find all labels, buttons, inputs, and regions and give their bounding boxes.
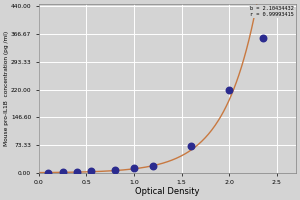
- Point: [89, 170, 94, 173]
- Point: [46, 171, 51, 174]
- Point: [151, 164, 155, 168]
- Y-axis label: Mouse pro-IL1B  concentration (pg /ml): Mouse pro-IL1B concentration (pg /ml): [4, 31, 9, 146]
- Point: [227, 88, 232, 91]
- Point: [132, 166, 136, 169]
- Point: [260, 37, 265, 40]
- Point: [60, 171, 65, 174]
- Point: [112, 168, 117, 171]
- Text: b = 2.10434432
r = 0.99993415: b = 2.10434432 r = 0.99993415: [250, 6, 293, 17]
- X-axis label: Optical Density: Optical Density: [135, 187, 200, 196]
- Point: [189, 145, 194, 148]
- Point: [74, 170, 79, 174]
